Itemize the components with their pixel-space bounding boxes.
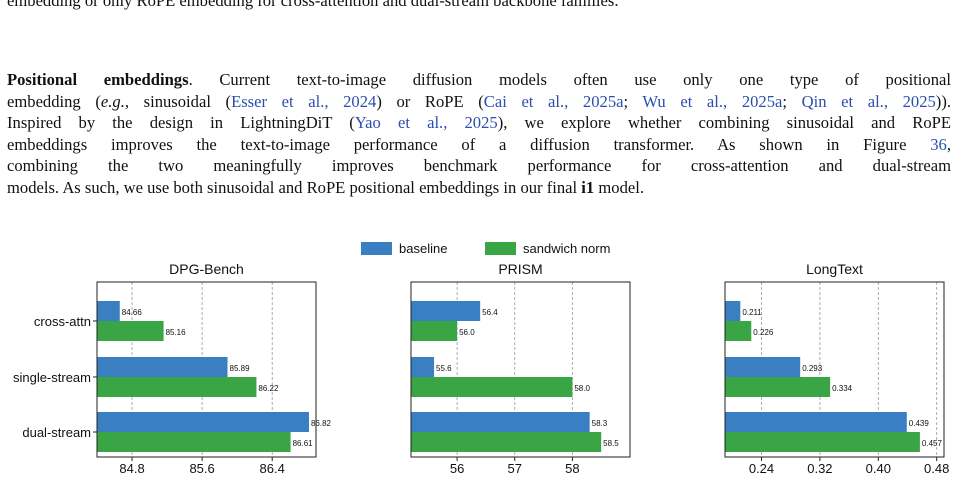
citation-link-cai[interactable]: Cai et al., 2025a (483, 91, 624, 111)
x-tick-label: 85.6 (189, 461, 214, 476)
bar-value-label: 86.61 (293, 439, 314, 448)
bar-value-label: 56.0 (459, 328, 475, 337)
bar-longtext-cross-attn-sandwich-norm (725, 321, 752, 341)
paragraph-line-6: models. As such, we use both sinusoidal … (7, 177, 951, 199)
bar-value-label: 0.457 (922, 439, 943, 448)
bar-longtext-single-stream-baseline (725, 357, 801, 377)
legend-swatch-sandwich-norm (485, 242, 516, 255)
paragraph-heading: Positional embeddings (7, 70, 189, 89)
panel-frame-longtext (724, 281, 945, 458)
paragraph-line-4: embeddings improves the text-to-image pe… (7, 134, 951, 156)
y-category-label-cross-attn: cross-attn (34, 314, 91, 329)
x-tick-label: 0.48 (924, 461, 949, 476)
paragraph-text: embeddings improves the text-to-image pe… (7, 134, 931, 154)
x-tick-label: 0.32 (807, 461, 832, 476)
figure-ref-link[interactable]: 36 (930, 134, 947, 154)
bar-dpg-bench-single-stream-sandwich-norm (97, 377, 257, 397)
citation-link-esser[interactable]: Esser et al., 2024 (231, 91, 377, 111)
bar-dpg-bench-dual-stream-baseline (97, 412, 309, 432)
paragraph-text: ; (623, 91, 643, 111)
bar-longtext-single-stream-sandwich-norm (725, 377, 831, 397)
legend-label: baseline (399, 241, 447, 256)
bar-value-label: 55.6 (436, 364, 452, 373)
model-name: i1 (581, 177, 595, 197)
paragraph-text: ), we explore whether combining sinusoid… (497, 113, 951, 132)
y-category-label-dual-stream: dual-stream (22, 425, 91, 440)
bar-value-label: 85.89 (230, 364, 251, 373)
bar-prism-cross-attn-baseline (411, 301, 481, 321)
bar-value-label: 58.5 (603, 439, 619, 448)
paragraph-line-3: Inspired by the design in LightningDiT (… (7, 112, 951, 134)
bar-value-label: 58.0 (574, 384, 590, 393)
legend-label: sandwich norm (523, 241, 610, 256)
bar-value-label: 58.3 (592, 419, 608, 428)
paragraph-text: )). (935, 91, 951, 111)
bar-value-label: 0.293 (802, 364, 823, 373)
bar-longtext-dual-stream-baseline (725, 412, 907, 432)
bar-value-label: 84.66 (122, 308, 143, 317)
eg-abbrev: e.g. (100, 91, 125, 111)
paragraph-text: embedding ( (7, 91, 101, 111)
y-category-label-single-stream: single-stream (13, 370, 91, 385)
panel-title-prism: PRISM (498, 261, 542, 277)
x-tick-label: 57 (508, 461, 522, 476)
bar-longtext-dual-stream-sandwich-norm (725, 432, 920, 452)
paragraph-line-5: combining the two meaningfully improves … (7, 156, 951, 175)
positional-embeddings-paragraph: Positional embeddings. Current text-to-i… (7, 69, 951, 198)
bar-prism-single-stream-baseline (411, 357, 435, 377)
paragraph-line-1: Positional embeddings. Current text-to-i… (7, 69, 951, 91)
paragraph-line-2: embedding (e.g., sinusoidal (Esser et al… (7, 91, 951, 113)
x-tick-label: 56 (450, 461, 464, 476)
bar-value-label: 0.226 (753, 328, 774, 337)
bar-dpg-bench-dual-stream-sandwich-norm (97, 432, 291, 452)
legend-swatch-baseline (361, 242, 392, 255)
paragraph-text: model. (594, 177, 644, 197)
panel-title-dpg-bench: DPG-Bench (169, 261, 244, 277)
x-tick-label: 0.40 (866, 461, 891, 476)
bar-dpg-bench-cross-attn-sandwich-norm (97, 321, 164, 341)
bar-value-label: 0.334 (832, 384, 853, 393)
panel-frame-prism (410, 281, 631, 458)
bar-value-label: 86.22 (258, 384, 279, 393)
paragraph-text: , (946, 134, 951, 154)
paragraph-text: , sinusoidal ( (124, 91, 232, 111)
x-tick-label: 58 (565, 461, 579, 476)
bar-dpg-bench-cross-attn-baseline (97, 301, 120, 321)
figure-caption-fragment: embedding or only RoPE embedding for cro… (7, 0, 951, 12)
paragraph-text: models. As such, we use both sinusoidal … (7, 177, 582, 197)
caption-line: embedding or only RoPE embedding for cro… (7, 0, 619, 10)
citation-link-wu[interactable]: Wu et al., 2025a (642, 91, 783, 111)
bar-value-label: 0.211 (742, 308, 762, 317)
positional-embedding-bar-charts: baseline sandwich norm DPG-Bench 84.66 85.16… (13, 241, 949, 476)
paragraph-text: ; (782, 91, 802, 111)
figure-36: baseline sandwich norm DPG-Bench 84.66 85.16… (0, 232, 956, 481)
bar-value-label: 86.82 (311, 419, 332, 428)
bar-prism-cross-attn-sandwich-norm (411, 321, 458, 341)
bar-longtext-cross-attn-baseline (725, 301, 741, 321)
x-tick-label: 84.8 (119, 461, 144, 476)
citation-link-yao[interactable]: Yao et al., 2025 (354, 113, 498, 132)
panel-frame-dpg-bench (96, 281, 317, 458)
x-tick-label: 0.24 (749, 461, 774, 476)
bar-dpg-bench-single-stream-baseline (97, 357, 228, 377)
bar-value-label: 0.439 (909, 419, 930, 428)
bar-prism-dual-stream-sandwich-norm (411, 432, 602, 452)
paragraph-text: Inspired by the design in LightningDiT ( (7, 113, 355, 132)
bar-value-label: 85.16 (166, 328, 187, 337)
x-tick-label: 86.4 (260, 461, 285, 476)
paragraph-text: ) or RoPE ( (376, 91, 484, 111)
bar-value-label: 56.4 (482, 308, 498, 317)
bar-prism-single-stream-sandwich-norm (411, 377, 573, 397)
bar-prism-dual-stream-baseline (411, 412, 590, 432)
citation-link-qin[interactable]: Qin et al., 2025 (801, 91, 936, 111)
paragraph-text: . Current text-to-image diffusion models… (188, 70, 951, 89)
panel-title-longtext: LongText (806, 261, 863, 277)
